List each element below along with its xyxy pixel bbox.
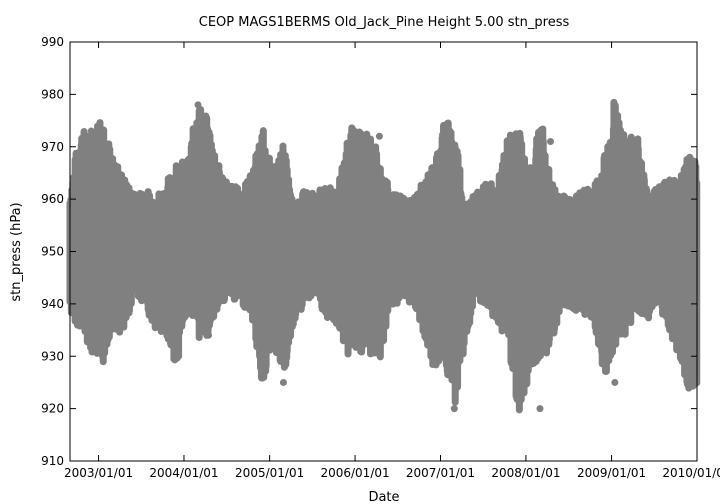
x-tick-label: 2007/01/01 bbox=[406, 466, 475, 480]
data-point bbox=[247, 263, 255, 271]
data-point bbox=[140, 248, 148, 255]
x-tick-label: 2010/01/01 bbox=[662, 466, 720, 480]
data-point bbox=[290, 263, 298, 271]
data-point bbox=[87, 127, 95, 135]
y-tick-label: 940 bbox=[41, 297, 64, 311]
data-marks bbox=[66, 98, 701, 414]
data-point bbox=[450, 405, 458, 413]
data-point bbox=[408, 242, 416, 250]
data-point bbox=[418, 263, 426, 271]
data-point bbox=[354, 248, 362, 255]
data-point bbox=[482, 248, 490, 255]
data-point bbox=[653, 242, 661, 250]
data-point bbox=[589, 237, 597, 245]
data-point bbox=[621, 274, 629, 282]
y-tick-label: 950 bbox=[41, 245, 64, 259]
data-point bbox=[525, 211, 533, 219]
chart-title: CEOP MAGS1BERMS Old_Jack_Pine Height 5.0… bbox=[199, 15, 570, 30]
data-point bbox=[557, 248, 565, 255]
data-point bbox=[173, 310, 181, 318]
data-point bbox=[675, 237, 683, 245]
data-point bbox=[216, 232, 224, 240]
data-point bbox=[461, 263, 469, 271]
x-tick-label: 2008/01/01 bbox=[491, 466, 560, 480]
y-axis-label: stn_press (hPa) bbox=[9, 202, 24, 301]
data-point bbox=[151, 253, 159, 261]
data-point bbox=[375, 132, 383, 140]
data-point bbox=[226, 258, 234, 266]
data-point bbox=[397, 248, 405, 255]
y-tick-label: 960 bbox=[41, 192, 64, 206]
data-point bbox=[472, 242, 480, 250]
data-point bbox=[632, 232, 640, 240]
data-point bbox=[323, 258, 331, 266]
x-tick-label: 2004/01/01 bbox=[149, 466, 218, 480]
data-point bbox=[301, 248, 309, 255]
data-point bbox=[600, 300, 608, 308]
y-tick-label: 990 bbox=[41, 35, 64, 49]
data-point bbox=[546, 138, 554, 146]
data-point bbox=[205, 331, 213, 339]
data-point bbox=[611, 378, 619, 386]
y-tick-label: 930 bbox=[41, 349, 64, 363]
data-point bbox=[429, 326, 437, 334]
data-point bbox=[194, 101, 202, 109]
data-point bbox=[311, 242, 319, 250]
y-tick-label: 970 bbox=[41, 140, 64, 154]
data-point bbox=[98, 347, 106, 355]
data-point bbox=[504, 248, 512, 255]
x-tick-label: 2005/01/01 bbox=[235, 466, 304, 480]
data-point bbox=[579, 248, 587, 255]
data-point bbox=[365, 326, 373, 334]
data-point bbox=[344, 195, 352, 203]
y-tick-label: 920 bbox=[41, 402, 64, 416]
data-point bbox=[686, 153, 694, 161]
data-point bbox=[76, 221, 84, 229]
y-tick-label: 980 bbox=[41, 87, 64, 101]
data-point bbox=[643, 258, 651, 266]
data-point bbox=[237, 248, 245, 255]
data-point bbox=[279, 378, 287, 386]
x-tick-label: 2006/01/01 bbox=[320, 466, 389, 480]
data-point bbox=[386, 258, 394, 266]
x-axis-ticks: 2003/01/01 2004/01/01 2005/01/01 2006/01/01… bbox=[64, 42, 720, 480]
data-point bbox=[333, 268, 341, 276]
data-point bbox=[536, 405, 544, 413]
x-tick-label: 2003/01/01 bbox=[64, 466, 133, 480]
data-point bbox=[130, 221, 138, 229]
data-point bbox=[568, 253, 576, 261]
data-point bbox=[515, 337, 523, 345]
data-point bbox=[108, 206, 116, 214]
data-point bbox=[269, 195, 277, 203]
data-point bbox=[664, 300, 672, 308]
y-axis-ticks: 910 920 930 940 950 960 970 980 990 bbox=[41, 35, 697, 468]
data-point bbox=[440, 221, 448, 229]
data-point bbox=[258, 326, 266, 334]
data-point bbox=[119, 274, 127, 282]
x-tick-label: 2009/01/01 bbox=[577, 466, 646, 480]
data-point bbox=[162, 268, 170, 276]
data-point bbox=[493, 268, 501, 276]
x-axis-label: Date bbox=[368, 490, 399, 504]
y-tick-label: 910 bbox=[41, 454, 64, 468]
data-point bbox=[183, 237, 191, 245]
